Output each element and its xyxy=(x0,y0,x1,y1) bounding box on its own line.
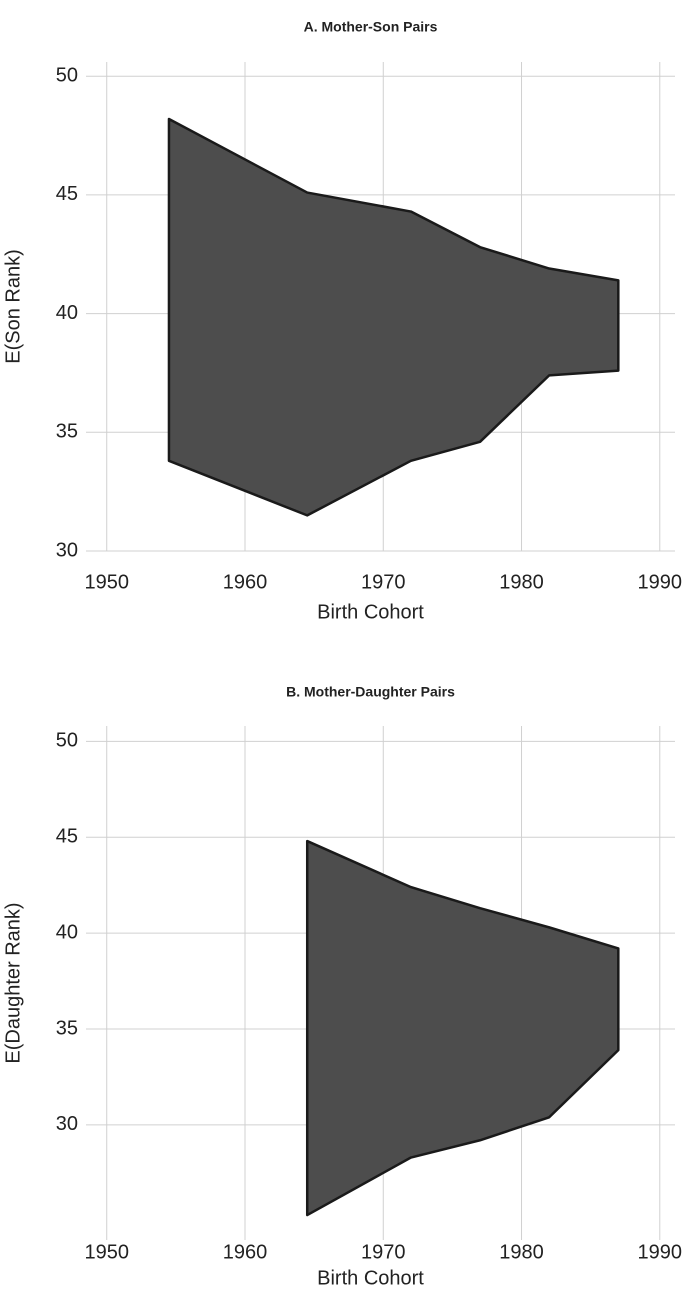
x-tick-label: 1990 xyxy=(638,1241,683,1263)
y-tick-label: 35 xyxy=(56,421,78,443)
x-tick-label: 1970 xyxy=(361,1241,406,1263)
y-tick-label: 40 xyxy=(56,302,78,324)
y-tick-label: 50 xyxy=(56,65,78,87)
x-tick-label: 1950 xyxy=(84,1241,129,1263)
chart-title: B. Mother-Daughter Pairs xyxy=(286,684,455,700)
band-area xyxy=(167,117,620,517)
y-tick-label: 45 xyxy=(56,183,78,205)
x-axis-label: Birth Cohort xyxy=(317,601,424,623)
y-tick-label: 30 xyxy=(56,1113,78,1135)
y-tick-label: 35 xyxy=(56,1017,78,1039)
y-axis-label: E(Daughter Rank) xyxy=(2,902,24,1063)
x-tick-label: 1960 xyxy=(223,571,268,593)
chart-title: A. Mother-Son Pairs xyxy=(304,19,438,35)
x-tick-label: 1970 xyxy=(361,571,406,593)
y-tick-label: 40 xyxy=(56,921,78,943)
y-tick-label: 45 xyxy=(56,826,78,848)
x-axis-label: Birth Cohort xyxy=(317,1267,424,1289)
x-tick-label: 1980 xyxy=(499,1241,544,1263)
x-tick-label: 1960 xyxy=(223,1241,268,1263)
x-tick-label: 1980 xyxy=(499,571,544,593)
x-tick-label: 1990 xyxy=(638,571,683,593)
y-tick-label: 30 xyxy=(56,539,78,561)
y-axis-label: E(Son Rank) xyxy=(2,249,24,364)
band-area xyxy=(305,839,620,1217)
y-tick-label: 50 xyxy=(56,730,78,752)
x-tick-label: 1950 xyxy=(84,571,129,593)
